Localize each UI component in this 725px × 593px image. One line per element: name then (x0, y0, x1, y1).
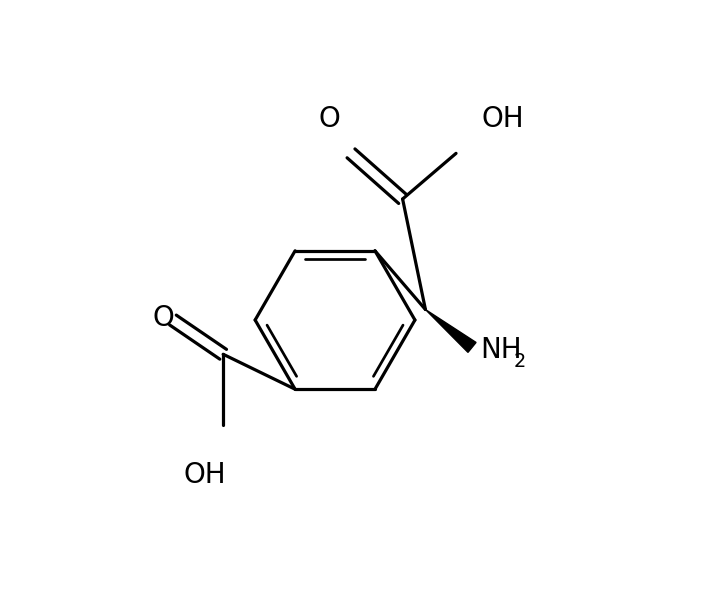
Text: OH: OH (183, 461, 226, 489)
Text: O: O (319, 105, 341, 133)
Text: 2: 2 (513, 352, 526, 371)
Text: OH: OH (481, 105, 523, 133)
Polygon shape (426, 310, 476, 352)
Text: O: O (152, 304, 174, 331)
Text: NH: NH (480, 336, 522, 364)
